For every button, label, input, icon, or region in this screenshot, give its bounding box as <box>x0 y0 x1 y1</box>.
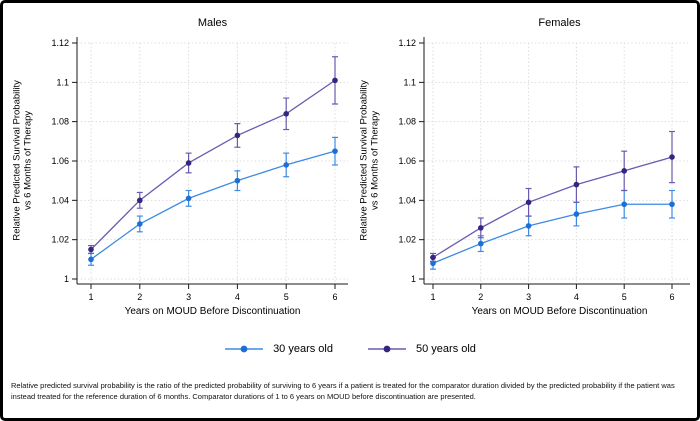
y-tick-label: 1.08 <box>51 117 69 127</box>
x-tick-label: 1 <box>430 292 435 302</box>
y-tick-label: 1.12 <box>398 38 416 48</box>
series-line <box>432 203 672 264</box>
y-tick-label: 1 <box>411 274 416 284</box>
data-point <box>573 211 580 217</box>
x-tick-label: 2 <box>137 292 142 302</box>
legend-label-30: 30 years old <box>273 343 333 355</box>
data-point <box>332 148 338 154</box>
males-plot: 1 1.02 1.04 1.06 1.08 1.1 1.12 1 2 3 4 5 6 <box>51 37 348 302</box>
y-tick-label: 1.08 <box>398 117 416 127</box>
panel-title-males: Males <box>197 17 228 29</box>
panel-females: Females Relative Predicted Survival Prob… <box>350 3 697 333</box>
panel-title-females: Females <box>538 17 581 29</box>
legend-item-50: 50 years old <box>367 343 476 355</box>
y-tick-label: 1.06 <box>51 156 69 166</box>
x-tick-label: 5 <box>622 292 627 302</box>
data-point <box>430 254 436 261</box>
y-tick-label: 1 <box>64 274 69 284</box>
legend: 30 years old 50 years old <box>3 343 697 355</box>
data-point <box>669 154 675 160</box>
y-tick-label: 1.04 <box>51 195 69 205</box>
x-tick-label: 4 <box>574 292 579 302</box>
data-point <box>137 197 143 204</box>
data-point <box>137 221 143 227</box>
data-point <box>573 181 580 188</box>
data-point <box>525 199 532 206</box>
females-plot: 1 1.02 1.04 1.06 1.08 1.1 1.12 1 2 3 4 5 6 <box>398 37 690 302</box>
data-point <box>478 240 484 247</box>
x-tick-label: 6 <box>669 292 674 302</box>
series-line <box>432 156 673 258</box>
y-tick-label: 1.04 <box>398 195 416 205</box>
x-tick-label: 2 <box>478 292 483 302</box>
y-tick-label: 1.1 <box>403 77 416 87</box>
series-line <box>90 79 336 250</box>
footnote: Relative predicted survival probability … <box>11 381 675 401</box>
y-tick-label: 1.06 <box>398 156 416 166</box>
x-tick-label: 3 <box>186 292 191 302</box>
data-point <box>478 225 484 231</box>
legend-line-marker-30-icon <box>225 345 264 353</box>
x-tick-label: 1 <box>88 292 93 302</box>
legend-item-30: 30 years old <box>224 343 333 355</box>
data-point <box>621 201 627 208</box>
x-tick-label: 4 <box>235 292 240 302</box>
y-tick-label: 1.02 <box>51 235 69 245</box>
series-line <box>90 150 336 260</box>
x-tick-label: 6 <box>332 292 337 302</box>
data-point <box>332 77 338 84</box>
data-point <box>185 160 192 166</box>
x-axis-label: Years on MOUD Before Discontinuation <box>471 306 648 317</box>
data-point <box>621 168 627 174</box>
panel-males: Males Relative Predicted Survival Probab… <box>3 3 353 333</box>
y-tick-label: 1.12 <box>51 38 69 48</box>
data-point <box>234 177 241 184</box>
legend-label-50: 50 years old <box>416 343 476 355</box>
data-point <box>88 256 94 263</box>
data-point <box>185 195 192 202</box>
data-point <box>283 111 290 117</box>
data-point <box>525 223 532 229</box>
y-tick-label: 1.02 <box>398 235 416 245</box>
data-point <box>234 132 241 139</box>
legend-line-marker-50-icon <box>368 345 406 353</box>
data-point <box>669 201 675 208</box>
x-tick-label: 5 <box>284 292 289 302</box>
x-tick-label: 3 <box>526 292 531 302</box>
data-point <box>283 162 290 168</box>
y-tick-label: 1.1 <box>56 77 69 87</box>
x-axis-label: Years on MOUD Before Discontinuation <box>124 306 301 317</box>
data-point <box>88 246 94 253</box>
